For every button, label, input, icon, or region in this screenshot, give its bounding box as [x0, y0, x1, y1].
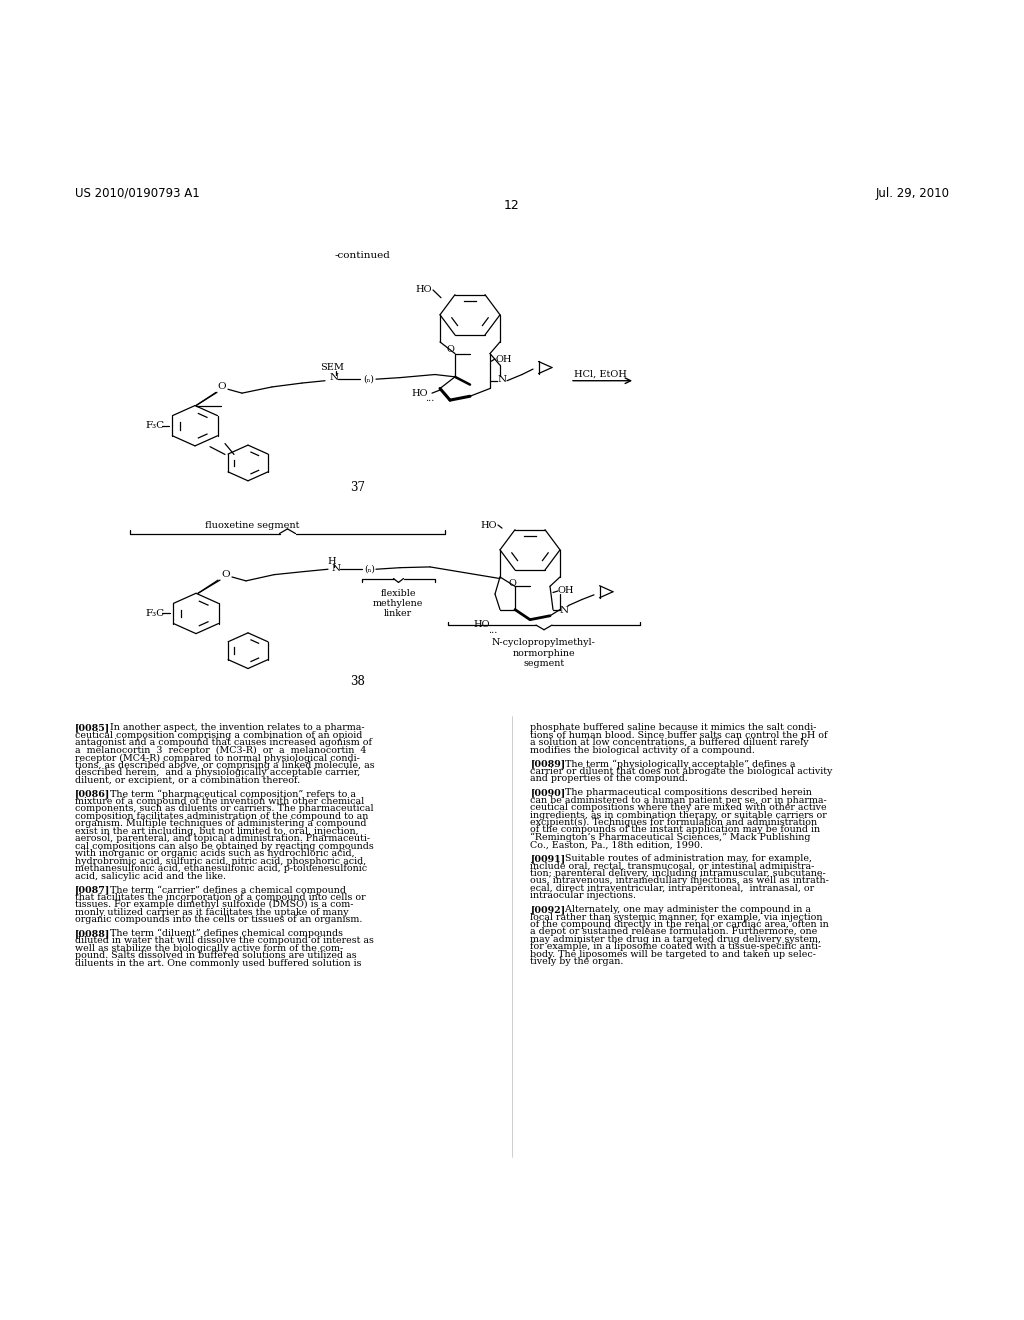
Text: antagonist and a compound that causes increased agonism of: antagonist and a compound that causes in… — [75, 738, 372, 747]
Text: receptor (MC4-R) compared to normal physiological condi-: receptor (MC4-R) compared to normal phys… — [75, 754, 359, 763]
Text: (ₙ): (ₙ) — [364, 565, 375, 574]
Text: The pharmaceutical compositions described herein: The pharmaceutical compositions describe… — [553, 788, 812, 797]
Text: diluent, or excipient, or a combination thereof.: diluent, or excipient, or a combination … — [75, 776, 300, 785]
Text: -continued: -continued — [334, 251, 390, 260]
Text: Jul. 29, 2010: Jul. 29, 2010 — [876, 187, 949, 199]
Text: [0089]: [0089] — [530, 759, 565, 768]
Text: pound. Salts dissolved in buffered solutions are utilized as: pound. Salts dissolved in buffered solut… — [75, 952, 356, 960]
Text: H: H — [328, 557, 336, 566]
Text: include oral, rectal, transmucosal, or intestinal administra-: include oral, rectal, transmucosal, or i… — [530, 862, 815, 870]
Text: components, such as diluents or carriers. The pharmaceutical: components, such as diluents or carriers… — [75, 804, 374, 813]
Text: composition facilitates administration of the compound to an: composition facilitates administration o… — [75, 812, 368, 821]
Text: US 2010/0190793 A1: US 2010/0190793 A1 — [75, 187, 200, 199]
Text: organic compounds into the cells or tissues of an organism.: organic compounds into the cells or tiss… — [75, 915, 362, 924]
Text: In another aspect, the invention relates to a pharma-: In another aspect, the invention relates… — [97, 723, 365, 733]
Text: ...: ... — [488, 626, 498, 635]
Text: mixture of a compound of the invention with other chemical: mixture of a compound of the invention w… — [75, 797, 364, 807]
Text: of the compound directly in the renal or cardiac area, often in: of the compound directly in the renal or… — [530, 920, 829, 929]
Text: [0085]: [0085] — [75, 723, 110, 733]
Text: HO: HO — [415, 285, 431, 294]
Text: local rather than systemic manner, for example, via injection: local rather than systemic manner, for e… — [530, 912, 823, 921]
Text: carrier or diluent that does not abrogate the biological activity: carrier or diluent that does not abrogat… — [530, 767, 833, 776]
Text: Co., Easton, Pa., 18th edition, 1990.: Co., Easton, Pa., 18th edition, 1990. — [530, 841, 703, 850]
Text: “Remington’s Pharmaceutical Sciences,” Mack Publishing: “Remington’s Pharmaceutical Sciences,” M… — [530, 833, 811, 842]
Text: F₃C: F₃C — [145, 609, 164, 618]
Text: OH: OH — [558, 586, 574, 595]
Text: 37: 37 — [350, 480, 366, 494]
Text: The term “diluent” defines chemical compounds: The term “diluent” defines chemical comp… — [97, 929, 343, 939]
Text: body. The liposomes will be targeted to and taken up selec-: body. The liposomes will be targeted to … — [530, 950, 816, 958]
Text: N: N — [560, 606, 569, 615]
Text: SEM: SEM — [319, 363, 344, 372]
Text: well as stabilize the biologically active form of the com-: well as stabilize the biologically activ… — [75, 944, 343, 953]
Text: acid, salicylic acid and the like.: acid, salicylic acid and the like. — [75, 871, 225, 880]
Text: with inorganic or organic acids such as hydrochloric acid,: with inorganic or organic acids such as … — [75, 849, 354, 858]
Text: modifies the biological activity of a compound.: modifies the biological activity of a co… — [530, 746, 756, 755]
Text: methanesulfonic acid, ethanesulfonic acid, p-toluenesulfonic: methanesulfonic acid, ethanesulfonic aci… — [75, 865, 367, 874]
Text: [0091]: [0091] — [530, 854, 565, 863]
Text: ecal, direct intraventricular, intraperitoneal,  intranasal, or: ecal, direct intraventricular, intraperi… — [530, 884, 814, 892]
Text: monly utilized carrier as it facilitates the uptake of many: monly utilized carrier as it facilitates… — [75, 908, 348, 916]
Text: ous, intravenous, intramedullary injections, as well as intrath-: ous, intravenous, intramedullary injecti… — [530, 876, 829, 886]
Text: O: O — [508, 579, 516, 589]
Text: a depot or sustained release formulation. Furthermore, one: a depot or sustained release formulation… — [530, 928, 818, 936]
Text: flexible
methylene
linker: flexible methylene linker — [373, 589, 423, 619]
Text: [0088]: [0088] — [75, 929, 111, 937]
Text: 12: 12 — [504, 199, 520, 213]
Text: N: N — [332, 564, 341, 573]
Text: exist in the art including, but not limited to, oral, injection,: exist in the art including, but not limi… — [75, 826, 358, 836]
Text: ceutical composition comprising a combination of an opioid: ceutical composition comprising a combin… — [75, 731, 362, 741]
Text: that facilitates the incorporation of a compound into cells or: that facilitates the incorporation of a … — [75, 892, 366, 902]
Text: Suitable routes of administration may, for example,: Suitable routes of administration may, f… — [553, 854, 812, 863]
Text: intraocular injections.: intraocular injections. — [530, 891, 637, 900]
Text: HCl, EtOH: HCl, EtOH — [573, 370, 627, 379]
Text: N: N — [498, 375, 507, 384]
Text: a  melanocortin  3  receptor  (MC3-R)  or  a  melanocortin  4: a melanocortin 3 receptor (MC3-R) or a m… — [75, 746, 367, 755]
Text: O: O — [221, 570, 230, 579]
Text: for example, in a liposome coated with a tissue-specific anti-: for example, in a liposome coated with a… — [530, 942, 821, 952]
Text: diluted in water that will dissolve the compound of interest as: diluted in water that will dissolve the … — [75, 936, 374, 945]
Text: F₃C: F₃C — [145, 421, 164, 430]
Text: may administer the drug in a targeted drug delivery system,: may administer the drug in a targeted dr… — [530, 935, 821, 944]
Text: of the compounds of the instant application may be found in: of the compounds of the instant applicat… — [530, 825, 820, 834]
Text: cal compositions can also be obtained by reacting compounds: cal compositions can also be obtained by… — [75, 842, 374, 851]
Text: OH: OH — [495, 355, 512, 363]
Text: HO: HO — [473, 620, 490, 628]
Text: phosphate buffered saline because it mimics the salt condi-: phosphate buffered saline because it mim… — [530, 723, 817, 733]
Text: described herein,  and a physiologically acceptable carrier,: described herein, and a physiologically … — [75, 768, 360, 777]
Text: [0086]: [0086] — [75, 789, 111, 799]
Text: diluents in the art. One commonly used buffered solution is: diluents in the art. One commonly used b… — [75, 958, 361, 968]
Text: [0090]: [0090] — [530, 788, 565, 797]
Text: tion; parenteral delivery, including intramuscular, subcutane-: tion; parenteral delivery, including int… — [530, 869, 826, 878]
Text: aerosol, parenteral, and topical administration. Pharmaceuti-: aerosol, parenteral, and topical adminis… — [75, 834, 370, 843]
Text: a solution at low concentrations, a buffered diluent rarely: a solution at low concentrations, a buff… — [530, 738, 809, 747]
Text: and properties of the compound.: and properties of the compound. — [530, 775, 688, 784]
Text: HO: HO — [412, 388, 428, 397]
Text: Alternately, one may administer the compound in a: Alternately, one may administer the comp… — [553, 906, 811, 913]
Text: (ₙ): (ₙ) — [362, 375, 374, 384]
Text: ...: ... — [425, 395, 434, 403]
Text: N: N — [330, 374, 339, 381]
Text: tively by the organ.: tively by the organ. — [530, 957, 624, 966]
Text: The term “pharmaceutical composition” refers to a: The term “pharmaceutical composition” re… — [97, 789, 355, 799]
Text: tions, as described above, or comprising a linked molecule, as: tions, as described above, or comprising… — [75, 760, 375, 770]
Text: excipient(s). Techniques for formulation and administration: excipient(s). Techniques for formulation… — [530, 818, 817, 828]
Text: hydrobromic acid, sulfuric acid, nitric acid, phosphoric acid,: hydrobromic acid, sulfuric acid, nitric … — [75, 857, 366, 866]
Text: [0087]: [0087] — [75, 886, 111, 894]
Text: 38: 38 — [350, 676, 366, 688]
Text: tions of human blood. Since buffer salts can control the pH of: tions of human blood. Since buffer salts… — [530, 731, 828, 741]
Text: O: O — [446, 346, 454, 354]
Text: O: O — [218, 383, 226, 392]
Text: tissues. For example dimethyl sulfoxide (DMSO) is a com-: tissues. For example dimethyl sulfoxide … — [75, 900, 353, 909]
Text: The term “carrier” defines a chemical compound: The term “carrier” defines a chemical co… — [97, 886, 346, 895]
Text: N-cyclopropylmethyl-
normorphine
segment: N-cyclopropylmethyl- normorphine segment — [493, 639, 596, 668]
Text: organism. Multiple techniques of administering a compound: organism. Multiple techniques of adminis… — [75, 820, 367, 829]
Text: fluoxetine segment: fluoxetine segment — [205, 520, 299, 529]
Text: The term “physiologically acceptable” defines a: The term “physiologically acceptable” de… — [553, 759, 796, 768]
Text: can be administered to a human patient per se, or in pharma-: can be administered to a human patient p… — [530, 796, 827, 805]
Text: HO: HO — [480, 520, 497, 529]
Text: ceutical compositions where they are mixed with other active: ceutical compositions where they are mix… — [530, 803, 827, 812]
Text: ingredients, as in combination therapy, or suitable carriers or: ingredients, as in combination therapy, … — [530, 810, 827, 820]
Text: [0092]: [0092] — [530, 906, 565, 913]
